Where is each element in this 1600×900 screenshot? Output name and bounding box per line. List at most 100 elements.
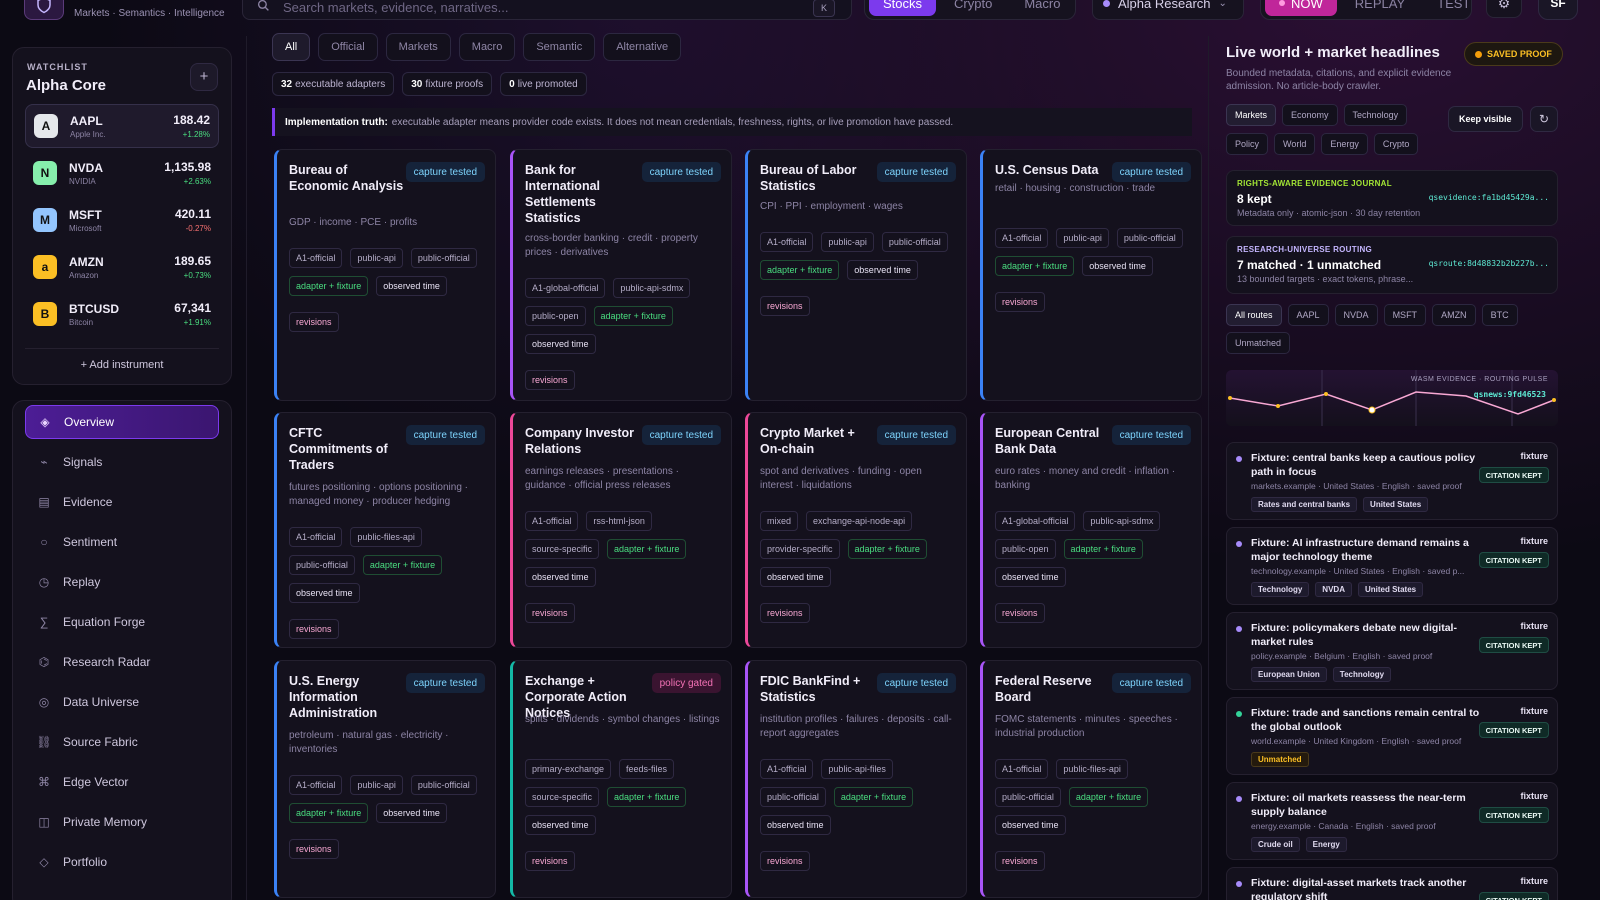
search-icon [257,0,270,15]
filter-alternative[interactable]: Alternative [603,33,682,61]
topic-tab-policy[interactable]: Policy [1226,133,1269,155]
watchlist-item[interactable]: A AAPL Apple Inc. 188.42 +1.28% [25,104,219,148]
search-shortcut-key: K [813,0,835,17]
citation-kept-badge: CITATION KEPT [1478,892,1549,900]
truth-text: executable adapter means provider code e… [391,116,954,128]
headline-card[interactable]: Fixture: policymakers debate new digital… [1226,612,1558,690]
mode-now[interactable]: NOW [1265,0,1337,16]
source-tags: A1-global-official public-api-sdmx public-… [525,278,725,390]
watchlist-item[interactable]: N NVDA NVIDIA 1,135.98 +2.63% [25,151,219,195]
nav-item-evidence[interactable]: ▤ Evidence [25,485,219,519]
add-watchlist-button[interactable]: + [190,63,218,91]
instrument-price-block: 188.42 +1.28% [173,113,210,139]
time-status-tag: observed time [1082,256,1153,276]
source-card[interactable]: FDIC BankFind + Statistics capture tested… [745,660,967,898]
tab-macro[interactable]: Macro [1024,0,1061,11]
revisions-tag: revisions [760,851,810,871]
route-chip-unmatched[interactable]: Unmatched [1226,332,1291,354]
headline-card[interactable]: Fixture: oil markets reassess the near-t… [1226,782,1558,860]
fixture-label: fixture [1520,536,1548,546]
nav-item-label: Evidence [63,495,113,509]
settings-button[interactable]: ⚙ [1486,0,1522,18]
source-tag: A1-official [760,759,814,779]
refresh-button[interactable]: ↻ [1530,106,1558,132]
route-chip-msft[interactable]: MSFT [1383,304,1427,326]
topic-tab-world[interactable]: World [1274,133,1316,155]
fixture-label: fixture [1520,621,1548,631]
headline-card[interactable]: Fixture: AI infrastructure demand remain… [1226,527,1558,605]
route-chip-aapl[interactable]: AAPL [1287,304,1329,326]
instrument-price: 67,341 [174,301,211,315]
route-chip-amzn[interactable]: AMZN [1432,304,1476,326]
nav-item-research-radar[interactable]: ⌬ Research Radar [25,645,219,679]
filter-official[interactable]: Official [318,33,378,61]
source-tag: public-official [410,775,477,795]
source-tag: source-specific [525,539,600,559]
topic-tab-technology[interactable]: Technology [1343,104,1408,126]
keep-visible-button[interactable]: Keep visible [1448,106,1523,132]
headline-card[interactable]: Fixture: central banks keep a cautious p… [1226,442,1558,520]
instrument-logo-icon: a [33,255,57,279]
watchlist-label: WATCHLIST [27,62,88,72]
nav-item-portfolio[interactable]: ◇ Portfolio [25,845,219,879]
revisions-tag: revisions [289,619,339,639]
filter-markets[interactable]: Markets [385,33,451,61]
source-card[interactable]: U.S. Census Data capture tested retail · h… [980,149,1202,401]
filter-all[interactable]: All [272,33,311,61]
tab-crypto[interactable]: Crypto [954,0,993,11]
source-card[interactable]: Bureau of Economic Analysis capture teste… [274,149,496,401]
topic-tab-markets[interactable]: Markets [1226,104,1277,126]
topic-tab-energy[interactable]: Energy [1321,133,1368,155]
source-card[interactable]: Crypto Market + On-chain capture tested sp… [745,412,967,648]
topic-tab-economy[interactable]: Economy [1282,104,1338,126]
source-card[interactable]: CFTC Commitments of Traders capture teste… [274,412,496,648]
mode-test[interactable]: TEST [1437,0,1471,11]
filter-semantic[interactable]: Semantic [523,33,596,61]
nav-item-data-universe[interactable]: ◎ Data Universe [25,685,219,719]
journal-hash: qsevidence:fa1bd45429a... [1428,193,1549,202]
topic-tab-crypto[interactable]: Crypto [1373,133,1419,155]
capture-status-badge: capture tested [1111,673,1191,693]
watchlist-name: Alpha Core [26,77,107,94]
user-avatar[interactable]: SF [1538,0,1578,20]
nav-item-edge-vector[interactable]: ⌘ Edge Vector [25,765,219,799]
source-title: Federal Reserve Board [995,674,1092,704]
nav-item-signals[interactable]: ⌁ Signals [25,445,219,479]
nav-item-sentiment[interactable]: ○ Sentiment [25,525,219,559]
watchlist-item[interactable]: a AMZN Amazon 189.65 +0.73% [25,245,219,289]
nav-item-overview[interactable]: ◈ Overview [25,405,219,439]
tab-stocks[interactable]: Stocks [869,0,937,16]
source-card[interactable]: Bank for International Settlements Stati… [510,149,732,401]
source-card[interactable]: European Central Bank Data capture tested… [980,412,1202,648]
filter-macro[interactable]: Macro [458,33,516,61]
nav-item-equation-forge[interactable]: ∑ Equation Forge [25,605,219,639]
source-card[interactable]: Company Investor Relations capture tested… [510,412,732,648]
logo[interactable] [24,0,64,20]
headline-card[interactable]: Fixture: digital-asset markets track ano… [1226,867,1558,900]
source-card[interactable]: U.S. Energy Information Administration ca… [274,660,496,898]
source-card[interactable]: Exchange + Corporate Action Notices polic… [510,660,732,898]
nav-item-private-memory[interactable]: ◫ Private Memory [25,805,219,839]
route-chip-nvda[interactable]: NVDA [1334,304,1378,326]
adapter-stats: 32 executable adapters 30 fixture proofs 0 li… [272,72,587,96]
route-chip-all-routes[interactable]: All routes [1226,304,1282,326]
mode-replay[interactable]: REPLAY [1354,0,1406,11]
add-instrument-button[interactable]: + Add instrument [25,348,219,371]
revisions-tag: revisions [289,312,339,332]
workspace-select[interactable]: Alpha Research ⌄ [1092,0,1244,20]
adapter-status-tag: adapter + fixture [833,787,914,807]
watchlist-item[interactable]: M MSFT Microsoft 420.11 -0.27% [25,198,219,242]
source-title: Bureau of Labor Statistics [760,163,857,193]
source-card[interactable]: Bureau of Labor Statistics capture tested… [745,149,967,401]
source-card[interactable]: Federal Reserve Board capture tested FOMC … [980,660,1202,898]
search-input[interactable]: Search markets, evidence, narratives... [283,0,509,15]
headline-tags: Technology NVDA United States [1251,582,1424,597]
headline-card[interactable]: Fixture: trade and sanctions remain cent… [1226,697,1558,775]
nav-item-label: Signals [63,455,103,469]
diamond-icon: ◈ [40,415,50,429]
nav-item-source-fabric[interactable]: ⛓ Source Fabric [25,725,219,759]
search-bar[interactable]: Search markets, evidence, narratives... … [242,0,852,20]
watchlist-item[interactable]: B BTCUSD Bitcoin 67,341 +1.91% [25,292,219,336]
nav-item-replay[interactable]: ◷ Replay [25,565,219,599]
route-chip-btc[interactable]: BTC [1481,304,1518,326]
